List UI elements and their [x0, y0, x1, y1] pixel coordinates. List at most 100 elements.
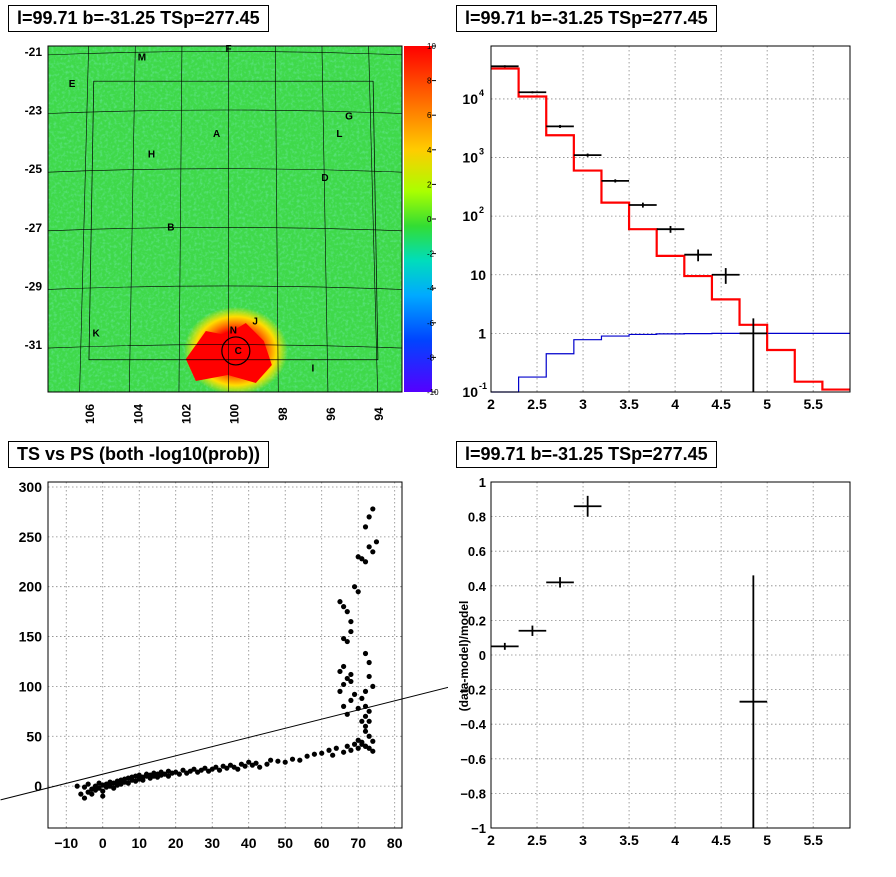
scatter-point [362, 524, 369, 530]
map-x-tick: 96 [324, 407, 338, 421]
scatter-point [373, 539, 380, 545]
map-x-tick: 98 [276, 407, 290, 421]
res-x-tick: 2 [487, 832, 495, 848]
map-grid-lon [321, 46, 329, 392]
scatter-point [282, 759, 288, 765]
scatter-point [176, 771, 182, 777]
scatter-point [304, 753, 310, 759]
map-y-tick: -25 [25, 162, 43, 176]
z-tick-label: 2 [427, 180, 432, 189]
ts-x-tick: 70 [350, 835, 366, 851]
scatter-point [362, 713, 369, 719]
scatter-point [351, 741, 358, 747]
ts-x-tick: 60 [314, 835, 330, 851]
source-label: A [213, 129, 220, 140]
scatter-point [362, 559, 369, 565]
spec-y-tick: 10 [462, 150, 478, 166]
map-y-tick: -31 [25, 338, 43, 352]
source-label: E [69, 79, 76, 90]
scatter-point [81, 784, 88, 790]
spec-x-tick: 2.5 [527, 396, 547, 412]
scatter-point [355, 745, 361, 751]
scatter-point [311, 751, 318, 757]
spec-y-tick: 10 [462, 91, 478, 107]
roi-boundary [88, 80, 379, 361]
ts-y-tick: 0 [34, 778, 42, 794]
scatter-point [81, 795, 88, 801]
scatter-point [289, 756, 296, 762]
map-grid-lon [274, 46, 279, 392]
scatter-point [359, 718, 365, 724]
ts-x-tick: 30 [204, 835, 220, 851]
scatter-point [275, 758, 281, 764]
spec-y-tick-exp: 4 [479, 88, 484, 98]
map-grid-lon [368, 46, 378, 392]
scatter-point [370, 683, 376, 690]
scatter-point [337, 668, 343, 675]
scatter-point [362, 650, 369, 657]
ts-y-tick: 300 [19, 479, 43, 495]
ts-x-tick: 10 [131, 835, 147, 851]
scatter-point [202, 765, 208, 771]
scatter-point [326, 747, 332, 753]
z-tick-label: 8 [427, 77, 432, 86]
map-grid-lat [48, 109, 402, 114]
source-label: L [336, 129, 342, 140]
z-tick-label: -6 [427, 319, 435, 328]
scatter-point [78, 791, 84, 797]
res-y-tick: 1 [479, 475, 486, 490]
ts-vs-ps-chart: 300 250 200 150 100 50 0 −10 0 10 20 30 40 50 60 70 80 [0, 479, 450, 851]
res-x-tick: 5.5 [803, 832, 823, 848]
map-grid-lat [48, 285, 402, 290]
scatter-point [191, 766, 197, 772]
source-label: I [312, 363, 315, 374]
ts-x-tick: 20 [168, 835, 184, 851]
scatter-point [366, 544, 372, 550]
scatter-point [348, 678, 354, 685]
fit-line [0, 686, 450, 801]
scatter-point [370, 549, 376, 555]
scatter-point [125, 780, 131, 786]
ts-title-text: TS vs PS (both -log10(prob)) [17, 444, 260, 464]
scatter-point [355, 589, 361, 595]
map-grid-lat [48, 227, 402, 232]
scatter-point [348, 747, 354, 753]
scatter-point [348, 628, 354, 635]
scatter-point [366, 514, 372, 520]
source-label: F [226, 44, 232, 55]
source-label: H [148, 149, 155, 160]
residual-chart: 1 0.8 0.6 0.4 0.2 0 −0.2 −0.4 −0.6 −0.8 −1 2 2.5 3 3.… [457, 475, 851, 848]
spec-x-tick: 3.5 [619, 396, 639, 412]
scatter-point [330, 752, 336, 758]
scatter-point [351, 584, 358, 590]
res-x-tick: 3.5 [619, 832, 639, 848]
spec-x-tick: 4.5 [711, 396, 731, 412]
scatter-point [362, 688, 369, 694]
res-x-tick: 3 [579, 832, 587, 848]
scatter-point [366, 733, 372, 739]
ts-y-tick: 50 [26, 728, 42, 744]
z-tick-label: 6 [427, 111, 432, 120]
source-label: M [138, 53, 146, 64]
map-grid-lon [79, 46, 89, 392]
scatter-point [366, 673, 372, 680]
scatter-point [180, 767, 186, 773]
res-y-tick: −0.4 [460, 717, 486, 732]
scatter-point [355, 737, 361, 743]
scatter-point [264, 761, 270, 767]
scatter-point [370, 738, 376, 744]
map-grid-lat [48, 344, 402, 349]
ts-x-tick: 40 [241, 835, 257, 851]
scatter-point [341, 604, 347, 610]
z-tick-label: 0 [427, 215, 432, 224]
scatter-point [268, 757, 274, 763]
scatter-point [333, 745, 339, 751]
source-label: C [235, 346, 242, 357]
spec-y-tick-exp: 2 [479, 205, 484, 215]
scatter-point [366, 718, 372, 724]
scatter-point [224, 765, 230, 771]
map-grid-lon [178, 46, 183, 392]
scatter-point [319, 750, 325, 756]
spec-y-tick: 1 [478, 325, 486, 341]
